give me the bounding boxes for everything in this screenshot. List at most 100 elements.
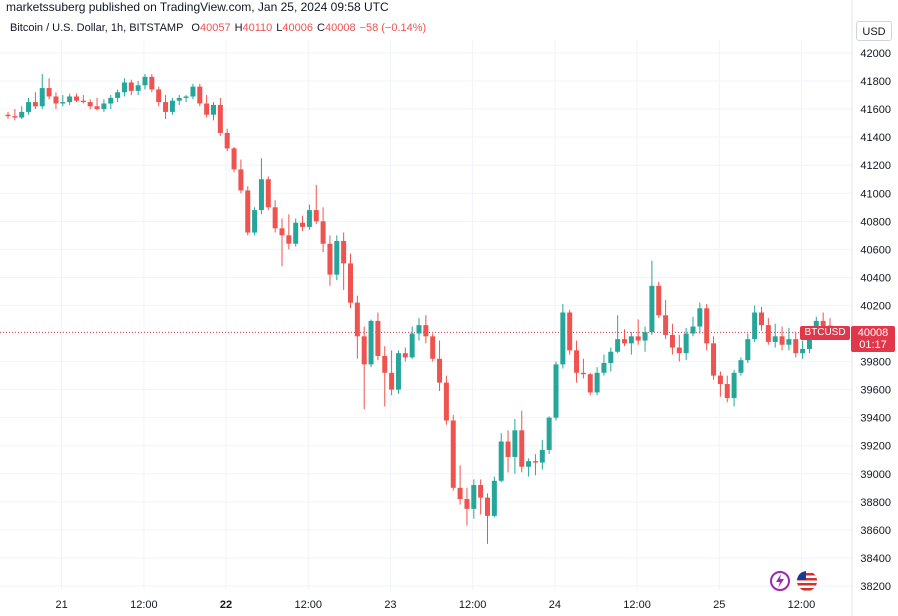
candle-body: [786, 339, 792, 345]
candle-body: [512, 430, 518, 457]
candle-body: [820, 320, 826, 327]
candle-body: [74, 96, 79, 101]
legend-open-value: 40057: [199, 22, 231, 34]
y-tick-label: 41600: [860, 104, 891, 116]
candle-body: [279, 228, 285, 236]
lightning-icon[interactable]: [770, 571, 790, 591]
legend-close-label: C: [317, 22, 325, 34]
candle-body: [485, 497, 490, 516]
candle-body: [724, 384, 730, 399]
candle-body: [498, 441, 504, 481]
candle-body: [60, 102, 66, 104]
candle-body: [711, 343, 717, 376]
candle-body: [656, 285, 662, 316]
candle-body: [526, 461, 532, 467]
candle-body: [39, 88, 45, 107]
y-tick-label: 41400: [860, 132, 891, 144]
candle-body: [574, 350, 580, 373]
candle-body: [183, 96, 189, 98]
y-tick-label: 38200: [860, 581, 891, 593]
candle-body: [128, 82, 134, 91]
y-tick-label: 39800: [860, 357, 891, 369]
legend-low-value: 40006: [282, 22, 314, 34]
candle-body: [94, 106, 100, 110]
x-tick-label: 12:00: [294, 599, 322, 611]
candle-body: [430, 336, 436, 359]
candle-body: [176, 97, 182, 101]
last-price-symbol-tag: BTCUSD: [800, 326, 850, 340]
candle-body: [519, 430, 525, 467]
candle-body: [765, 325, 771, 342]
candle-body: [217, 104, 223, 133]
candle-body: [491, 480, 497, 516]
us-flag-icon[interactable]: [797, 571, 817, 591]
candle-body: [300, 222, 306, 227]
candle-body: [12, 116, 18, 118]
candle-body: [32, 102, 38, 107]
candle-body: [402, 353, 408, 358]
currency-button[interactable]: USD: [856, 21, 892, 41]
x-tick-label: 12:00: [459, 599, 487, 611]
candle-body: [135, 85, 141, 91]
candle-body: [704, 308, 710, 344]
candle-body: [313, 210, 319, 222]
candle-body: [464, 499, 470, 509]
candle-body: [717, 375, 723, 385]
candle-body: [608, 351, 614, 363]
y-tick-label: 39600: [860, 385, 891, 397]
candle-body: [354, 302, 360, 337]
y-tick-label: 38400: [860, 553, 891, 565]
candle-body: [772, 336, 778, 342]
candle-body: [601, 362, 607, 373]
candle-body: [676, 347, 682, 354]
candle-body: [87, 102, 93, 107]
lightning-glyph: [776, 574, 784, 588]
candle-body: [101, 103, 107, 110]
candle-body: [409, 333, 415, 358]
candle-body: [615, 339, 621, 352]
candle-body: [197, 86, 203, 104]
x-tick-label: 12:00: [130, 599, 158, 611]
x-tick-label: 23: [384, 599, 396, 611]
legend-high-label: H: [234, 22, 243, 34]
candle-body: [731, 372, 737, 399]
x-tick-label: 21: [56, 599, 68, 611]
x-tick-label: 12:00: [788, 599, 816, 611]
candle-body: [204, 103, 210, 115]
candle-body: [635, 336, 641, 341]
candle-body: [539, 449, 545, 463]
legend-open-label: O: [191, 22, 200, 34]
x-tick-label: 24: [549, 599, 561, 611]
y-tick-label: 40400: [860, 272, 891, 284]
candle-body: [368, 320, 374, 365]
candle-body: [628, 336, 634, 344]
candle-body: [443, 382, 449, 421]
y-tick-label: 41200: [860, 160, 891, 172]
candle-body: [697, 308, 703, 327]
candle-body: [245, 190, 251, 233]
candle-body: [258, 179, 264, 211]
candle-body: [382, 355, 388, 373]
x-tick-label: 12:00: [623, 599, 651, 611]
candle-body: [389, 372, 395, 390]
y-tick-label: 42000: [860, 48, 891, 60]
legend-close-value: 40008: [324, 22, 356, 34]
candle-body: [690, 326, 696, 334]
candle-body: [306, 210, 312, 227]
legend-high-value: 40110: [242, 22, 273, 34]
candle-body: [341, 240, 347, 264]
candle-body: [793, 339, 799, 354]
bar-countdown: 01:17: [859, 339, 887, 351]
y-tick-label: 39000: [860, 469, 891, 481]
x-tick-label: 22: [220, 599, 232, 611]
legend-change: −58 (−0.14%): [359, 22, 427, 34]
candle-body: [423, 325, 429, 337]
candle-body: [272, 207, 278, 229]
candle-body: [327, 243, 333, 275]
candle-body: [19, 111, 25, 118]
candle-body: [546, 417, 552, 450]
candle-body: [320, 221, 326, 244]
candle-body: [265, 179, 271, 208]
candle-body: [115, 92, 121, 98]
